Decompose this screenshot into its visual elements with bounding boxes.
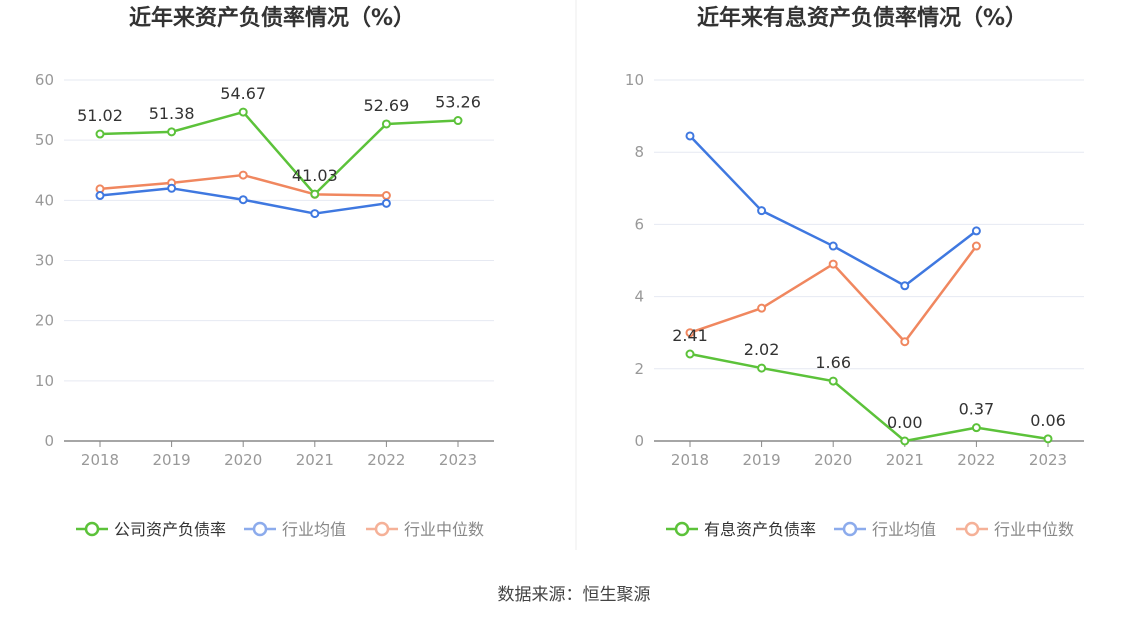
x-tick-label: 2019 [743,451,781,469]
data-label: 2.02 [744,340,780,359]
data-point [238,107,248,117]
data-label: 1.66 [815,353,851,372]
data-point [310,189,320,199]
series-line [99,110,459,196]
x-tick-label: 2019 [153,451,191,469]
chart-right: 近年来有息资产负债率情况（%） 0 2 4 6 8 10 2018 2019 2020 2021 20… [625,5,1084,539]
data-source-note: 数据来源：恒生聚源 [497,585,651,605]
data-point [900,281,910,291]
data-point [381,119,391,129]
data-label: 53.26 [435,93,481,112]
y-tick-label: 20 [35,312,54,330]
y-tick-label: 10 [35,372,54,390]
series-line [689,352,1049,443]
data-point [685,328,695,338]
data-point [685,131,695,141]
data-point [310,209,320,219]
y-tick-label: 0 [44,432,54,450]
data-label: 51.38 [149,104,195,123]
legend-marker [84,521,100,537]
chart-left: 近年来资产负债率情况（%） 0 10 20 30 40 50 60 2018 2019 2020 20… [35,5,494,539]
y-tick-label: 40 [35,191,54,209]
data-point [238,170,248,180]
data-point [757,206,767,216]
legend-marker [842,521,858,537]
x-tick-label: 2020 [814,451,852,469]
y-tick-label: 0 [634,432,644,450]
legend-label: 行业中位数 [404,520,484,539]
legend-label: 行业中位数 [994,520,1074,539]
x-tick-label: 2018 [671,451,709,469]
data-label: 2.41 [672,326,708,345]
data-point [900,436,910,446]
y-tick-label: 8 [634,143,644,161]
legend-label: 有息资产负债率 [704,520,816,539]
data-point [167,183,177,193]
legend-label: 行业均值 [282,520,346,539]
legend-label: 行业均值 [872,520,936,539]
data-label: 54.67 [220,84,266,103]
y-tick-label: 6 [634,215,644,233]
y-tick-label: 10 [625,71,644,89]
y-tick-label: 4 [634,288,644,306]
data-point [900,337,910,347]
data-point [971,226,981,236]
data-point [971,241,981,251]
data-point [685,349,695,359]
data-point [381,191,391,201]
chart-title: 近年来有息资产负债率情况（%） [697,5,1027,31]
data-label: 0.37 [959,400,995,419]
y-tick-label: 2 [634,360,644,378]
chart-title: 近年来资产负债率情况（%） [129,5,415,31]
x-tick-label: 2023 [1029,451,1067,469]
legend-marker [674,521,690,537]
data-point [238,195,248,205]
data-point [971,423,981,433]
data-point [1043,434,1053,444]
legend-marker [374,521,390,537]
data-point [828,241,838,251]
x-tick-label: 2021 [296,451,334,469]
data-point [757,363,767,373]
y-tick-label: 30 [35,252,54,270]
data-point [757,303,767,313]
legend-marker [252,521,268,537]
data-point [453,116,463,126]
data-label: 52.69 [363,96,409,115]
x-tick-label: 2022 [367,451,405,469]
legend-marker [964,521,980,537]
x-tick-label: 2022 [957,451,995,469]
data-point [95,191,105,201]
legend-label: 公司资产负债率 [114,520,226,539]
y-tick-label: 60 [35,71,54,89]
x-tick-label: 2023 [439,451,477,469]
data-point [95,129,105,139]
x-tick-label: 2020 [224,451,262,469]
data-point [828,259,838,269]
data-label: 0.06 [1030,411,1066,430]
data-point [828,376,838,386]
data-label: 51.02 [77,106,123,125]
data-label: 41.03 [292,166,338,185]
data-label: 0.00 [887,413,923,432]
data-point [167,127,177,137]
y-tick-label: 50 [35,131,54,149]
x-tick-label: 2021 [886,451,924,469]
x-tick-label: 2018 [81,451,119,469]
data-point [381,198,391,208]
